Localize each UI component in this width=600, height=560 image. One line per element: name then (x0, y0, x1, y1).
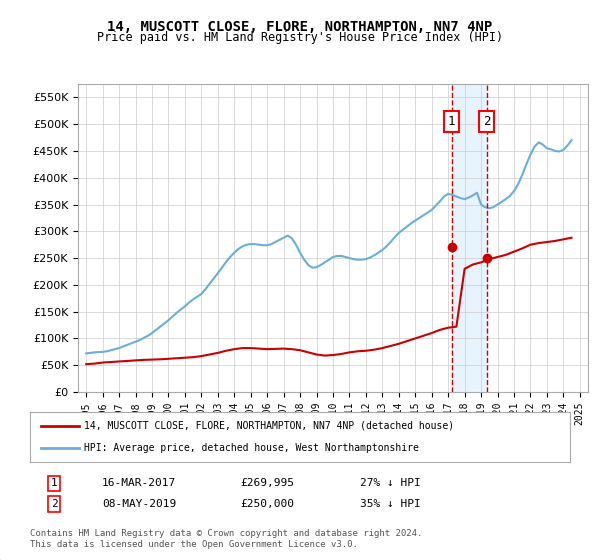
Text: 1: 1 (50, 478, 58, 488)
Text: 1: 1 (448, 115, 455, 128)
Text: 2: 2 (50, 499, 58, 509)
Bar (452, 84, 487, 392)
Text: £250,000: £250,000 (240, 499, 294, 509)
Text: 16-MAR-2017: 16-MAR-2017 (102, 478, 176, 488)
Text: Price paid vs. HM Land Registry's House Price Index (HPI): Price paid vs. HM Land Registry's House … (97, 31, 503, 44)
Text: 2: 2 (483, 115, 491, 128)
Text: Contains HM Land Registry data © Crown copyright and database right 2024.
This d: Contains HM Land Registry data © Crown c… (30, 529, 422, 549)
Text: 35% ↓ HPI: 35% ↓ HPI (360, 499, 421, 509)
Text: HPI: Average price, detached house, West Northamptonshire: HPI: Average price, detached house, West… (84, 443, 419, 453)
Text: 08-MAY-2019: 08-MAY-2019 (102, 499, 176, 509)
Text: £269,995: £269,995 (240, 478, 294, 488)
Text: 14, MUSCOTT CLOSE, FLORE, NORTHAMPTON, NN7 4NP (detached house): 14, MUSCOTT CLOSE, FLORE, NORTHAMPTON, N… (84, 421, 454, 431)
Text: 27% ↓ HPI: 27% ↓ HPI (360, 478, 421, 488)
Text: 14, MUSCOTT CLOSE, FLORE, NORTHAMPTON, NN7 4NP: 14, MUSCOTT CLOSE, FLORE, NORTHAMPTON, N… (107, 20, 493, 34)
